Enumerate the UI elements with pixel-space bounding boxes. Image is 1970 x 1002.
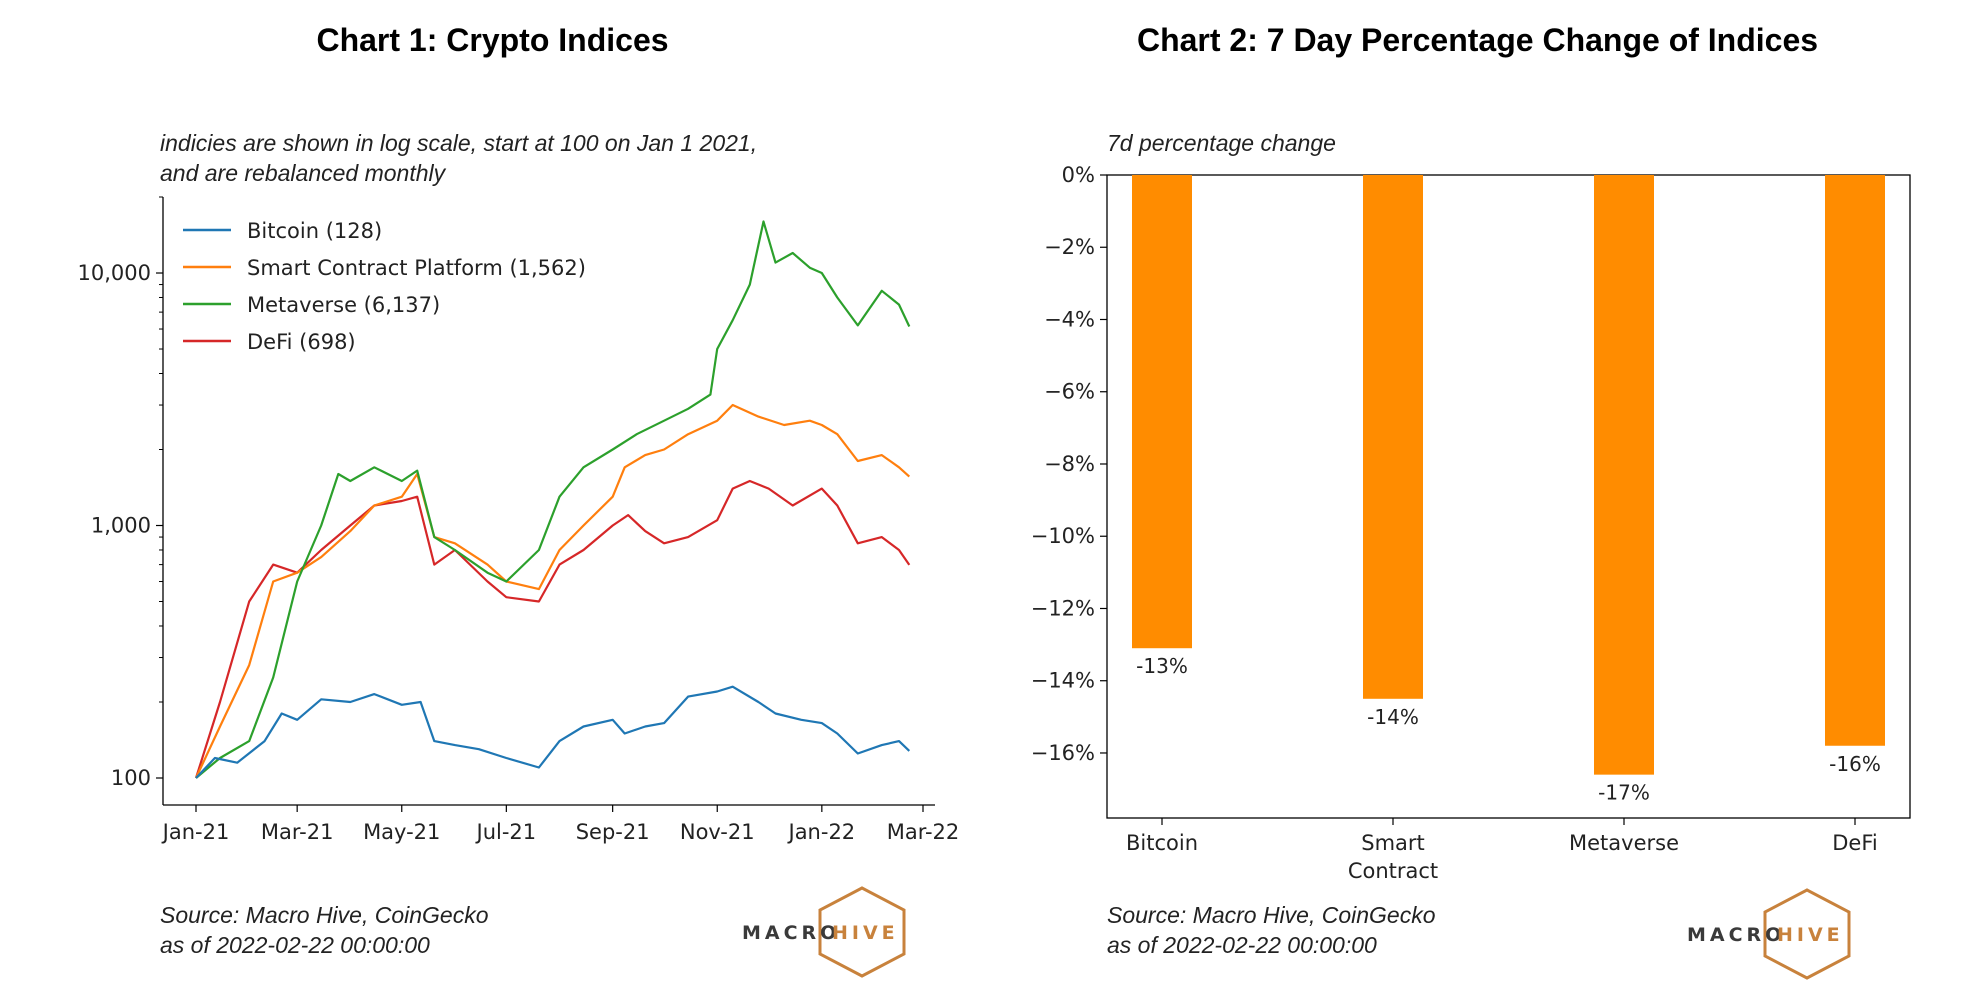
y-tick-label-10-000: 10,000	[78, 261, 151, 285]
y-tick-label-0: 0%	[1062, 163, 1095, 187]
y-tick-label-4: −4%	[1044, 307, 1095, 331]
legend-label-metaverse: Metaverse (6,137)	[247, 293, 440, 317]
chart-1-subtitle-line-2: and are rebalanced monthly	[160, 160, 446, 186]
bar-value-label-metaverse: -17%	[1598, 781, 1650, 805]
chart-1-subtitle-line-1: indicies are shown in log scale, start a…	[160, 130, 758, 156]
chart-1-source: Source: Macro Hive, CoinGecko as of 2022…	[160, 900, 489, 960]
series-line-bitcoin	[195, 685, 911, 779]
x-tick-label-defi: DeFi	[1832, 831, 1877, 855]
chart-1-plot: 100 1,000 10,000 Jan-21 Mar-21 May-21 Jul-21 Se…	[78, 196, 960, 844]
chart-2-panel: Chart 2: 7 Day Percentage Change of Indi…	[985, 0, 1970, 1002]
y-tick-label-100: 100	[111, 766, 151, 790]
logo-hexagon	[818, 886, 906, 978]
y-tick-label-2: −2%	[1044, 235, 1095, 259]
legend-label-defi: DeFi (698)	[247, 330, 356, 354]
y-tick-label-6: −6%	[1044, 380, 1095, 404]
chart-1-subtitle: indicies are shown in log scale, start a…	[160, 128, 757, 188]
logo-hexagon	[1763, 888, 1851, 980]
chart-1-source-line-1: Source: Macro Hive, CoinGecko	[160, 902, 489, 928]
bar-bitcoin	[1132, 175, 1192, 649]
bar-value-label-smart-contract: -14%	[1367, 705, 1419, 729]
chart-2-source-line-2: as of 2022-02-22 00:00:00	[1107, 932, 1377, 958]
logo-word-hive: HIVE	[832, 922, 899, 944]
chart-2-source: Source: Macro Hive, CoinGecko as of 2022…	[1107, 900, 1436, 960]
bar-defi	[1825, 175, 1885, 746]
logo-word-macro: MACRO	[742, 922, 840, 944]
chart-2-subtitle-line-1: 7d percentage change	[1107, 130, 1336, 156]
chart-2-title: Chart 2: 7 Day Percentage Change of Indi…	[1136, 22, 1819, 58]
legend-label-bitcoin: Bitcoin (128)	[247, 219, 382, 243]
bar-metaverse	[1594, 175, 1654, 775]
x-tick-label-bitcoin: Bitcoin	[1126, 831, 1198, 855]
y-tick-label-8: −8%	[1044, 452, 1095, 476]
y-tick-label-14: −14%	[1031, 669, 1095, 693]
macrohive-logo-2: MACRO HIVE	[1687, 888, 1851, 980]
plot-frame	[1106, 174, 1911, 819]
x-tick-label-mar-21: Mar-21	[261, 820, 334, 844]
bar-value-label-defi: -16%	[1829, 752, 1881, 776]
y-tick-label-16: −16%	[1031, 741, 1095, 765]
x-tick-label-may-21: May-21	[363, 820, 440, 844]
logo-word-macro: MACRO	[1687, 924, 1785, 946]
x-tick-label-nov-21: Nov-21	[680, 820, 755, 844]
y-tick-label-1-000: 1,000	[91, 514, 151, 538]
series-line-defi	[194, 479, 911, 779]
chart-2-plot: 0% −2% −4% −6% −8% −10% −12% −14% −16% -13% Bitcoi…	[1031, 163, 1911, 883]
x-tick-label-jan-22: Jan-22	[787, 820, 856, 844]
series-line-metaverse	[195, 220, 911, 779]
x-tick-label-mar-22: Mar-22	[887, 820, 960, 844]
chart-1-title: Chart 1: Crypto Indices	[316, 22, 669, 58]
bar-value-label-bitcoin: -13%	[1136, 654, 1188, 678]
y-tick-label-12: −12%	[1031, 596, 1095, 620]
x-tick-label-metaverse: Metaverse	[1569, 831, 1679, 855]
logo-word-hive: HIVE	[1777, 924, 1844, 946]
chart-2-subtitle: 7d percentage change	[1107, 128, 1336, 158]
series-line-smart-contract-platform	[195, 403, 911, 779]
x-tick-label-sep-21: Sep-21	[576, 820, 650, 844]
x-tick-label-jul-21: Jul-21	[475, 820, 537, 844]
legend-label-smart-contract-platform: Smart Contract Platform (1,562)	[247, 256, 586, 280]
bar-smart-contract	[1363, 175, 1423, 699]
y-tick-label-10: −10%	[1031, 524, 1095, 548]
x-tick-label-smart-contract-line-2: Contract	[1348, 859, 1438, 883]
chart-1-source-line-2: as of 2022-02-22 00:00:00	[160, 932, 430, 958]
chart-1-panel: Chart 1: Crypto Indices indicies are sho…	[78, 22, 960, 978]
chart-2-source-line-1: Source: Macro Hive, CoinGecko	[1107, 902, 1436, 928]
x-tick-label-jan-21: Jan-21	[161, 820, 230, 844]
macrohive-logo-1: MACRO HIVE	[742, 886, 906, 978]
x-tick-label-smart-contract-line-1: Smart	[1361, 831, 1425, 855]
